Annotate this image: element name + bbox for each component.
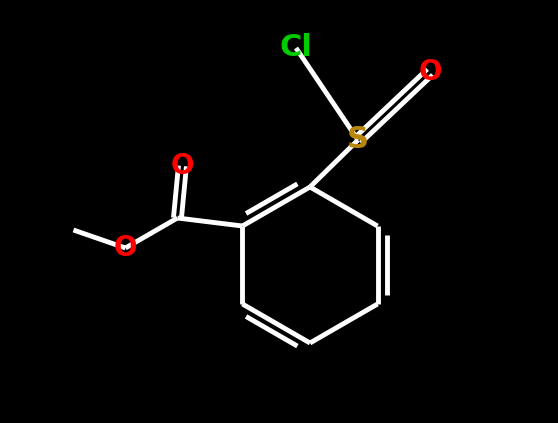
Text: O: O xyxy=(418,58,442,86)
Text: O: O xyxy=(114,234,137,262)
Text: Cl: Cl xyxy=(280,33,312,63)
Text: S: S xyxy=(347,126,369,154)
Text: O: O xyxy=(171,152,194,180)
